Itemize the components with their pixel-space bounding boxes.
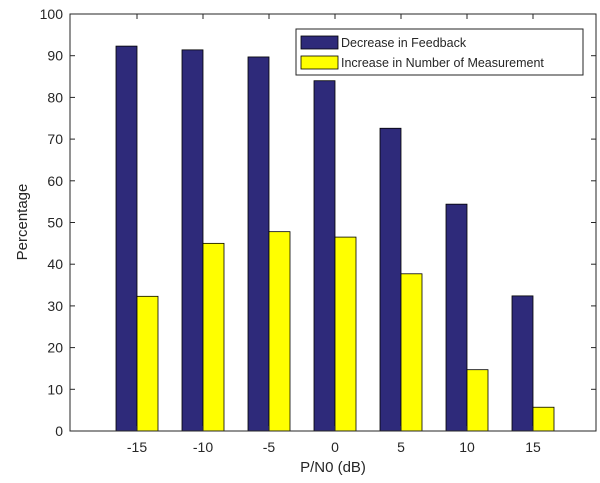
bar-decrease-in-feedback-5 <box>379 127 402 432</box>
bar-increase-in-measurement-10 <box>466 369 489 432</box>
bar-decrease-in-feedback--5 <box>247 56 270 432</box>
bar-decrease-in-feedback-15 <box>511 295 534 432</box>
bar-decrease-in-feedback--15 <box>115 45 138 432</box>
bar-increase-in-measurement-15 <box>532 406 555 432</box>
bar-decrease-in-feedback--10 <box>181 49 204 432</box>
legend-label-decrease-in-feedback: Decrease in Feedback <box>341 36 467 50</box>
bar-increase-in-measurement--15 <box>136 295 159 432</box>
y-tick-label: 40 <box>47 256 63 272</box>
bar-increase-in-measurement-5 <box>400 273 423 432</box>
x-axis-ticks: -15 -10 -5 0 5 10 15 <box>127 14 541 455</box>
x-tick-label: -5 <box>263 439 276 455</box>
y-tick-label: 80 <box>47 89 63 105</box>
plot-frame <box>69 13 597 432</box>
x-tick-label: -15 <box>127 439 147 455</box>
y-tick-label: 70 <box>47 131 63 147</box>
y-tick-label: 0 <box>55 423 63 439</box>
y-tick-label: 10 <box>47 381 63 397</box>
y-tick-label: 30 <box>47 298 63 314</box>
bar-decrease-in-feedback-10 <box>445 203 468 432</box>
x-tick-label: 5 <box>397 439 405 455</box>
x-tick-label: 0 <box>331 439 339 455</box>
legend-swatch-decrease-in-feedback <box>300 35 339 50</box>
bar-increase-in-measurement--5 <box>268 231 291 432</box>
y-tick-label: 60 <box>47 173 63 189</box>
y-axis-ticks: 0 10 20 30 40 50 60 70 80 90 100 <box>40 6 596 439</box>
bar-increase-in-measurement-0 <box>334 236 357 432</box>
x-axis-label: P/N0 (dB) <box>300 459 366 476</box>
y-tick-label: 20 <box>47 340 63 356</box>
x-tick-label: 10 <box>459 439 475 455</box>
bars-group <box>115 45 555 432</box>
y-tick-label: 50 <box>47 215 63 231</box>
legend-box <box>295 28 584 76</box>
y-tick-label: 90 <box>47 48 63 64</box>
y-axis-label: Percentage <box>14 184 31 261</box>
legend-swatch-increase-in-number-of-measurement <box>300 55 339 70</box>
x-tick-label: 15 <box>525 439 541 455</box>
bar-decrease-in-feedback-0 <box>313 80 336 432</box>
y-tick-label: 100 <box>40 6 64 22</box>
legend: Decrease in Feedback Increase in Number … <box>295 28 584 76</box>
x-tick-label: -10 <box>193 439 213 455</box>
legend-label-increase-in-number-of-measurement: Increase in Number of Measurement <box>341 56 544 70</box>
bar-increase-in-measurement--10 <box>202 242 225 432</box>
